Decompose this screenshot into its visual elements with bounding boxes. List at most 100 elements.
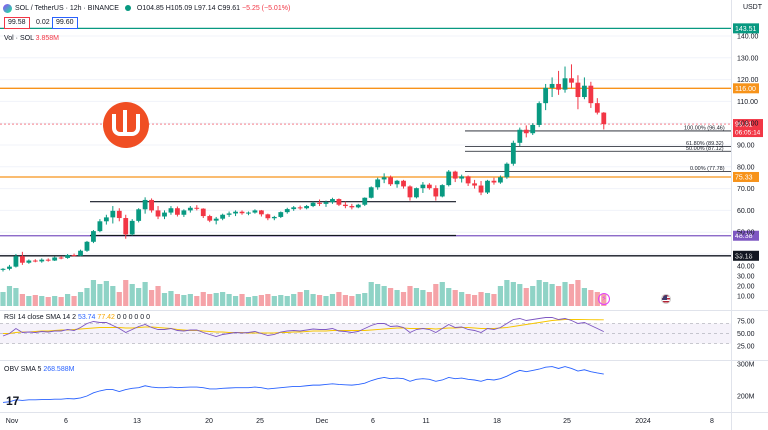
volume-bar: [420, 290, 426, 306]
volume-bar: [220, 292, 226, 306]
volume-bars: [0, 280, 607, 306]
currency-selector[interactable]: USDT: [742, 4, 762, 11]
volume-bar: [388, 288, 394, 306]
volume-bar: [148, 290, 155, 306]
volume-bar: [452, 290, 458, 306]
lightning-icon[interactable]: ⚡: [598, 293, 610, 305]
candle-body: [187, 207, 193, 211]
candle-body: [194, 207, 200, 209]
rsi-band: [0, 323, 731, 344]
volume-bar: [77, 292, 84, 306]
buy-button[interactable]: 99.60: [52, 17, 78, 29]
volume-bar: [291, 294, 297, 306]
volume-bar: [84, 288, 90, 306]
candle-body: [323, 202, 329, 204]
level-price-tag: [733, 23, 759, 34]
price-tick-label: 50.00: [737, 230, 755, 237]
volume-bar: [581, 288, 587, 306]
candle-body: [168, 208, 174, 213]
rsi-line: [2, 317, 604, 337]
rsi-legend[interactable]: RSI 14 close SMA 14 2 53.74 77.42 0 0 0 …: [4, 314, 150, 321]
candle-body: [239, 211, 245, 214]
volume-bar: [484, 293, 491, 306]
obv-pane: [0, 360, 768, 403]
volume-bar: [194, 296, 200, 306]
candle-body: [291, 207, 297, 210]
low-value: L97.14: [194, 4, 216, 12]
price-axis: 140.00 130.00 120.00 110.00 100.00 90.00 80.00…: [737, 34, 759, 401]
volume-bar: [517, 284, 523, 306]
obv-tick-label: 200M: [737, 394, 755, 401]
volume-bar: [588, 290, 594, 306]
volume-bar: [161, 293, 168, 306]
sell-button[interactable]: 99.58: [4, 17, 30, 29]
time-tick-label: Nov: [6, 418, 19, 425]
rsi-sma-value: 77.42: [97, 314, 115, 321]
volume-tick-label: 40.00: [737, 264, 755, 271]
volume-bar: [155, 286, 161, 306]
volume-bar: [58, 297, 64, 306]
candle-body: [543, 87, 549, 104]
obv-legend[interactable]: OBV SMA 5 268.588M: [4, 366, 74, 373]
candle-body: [19, 256, 25, 263]
candle-body: [78, 250, 83, 256]
volume-bar: [271, 296, 277, 306]
volume-bar: [323, 296, 329, 306]
candle-body: [39, 259, 45, 262]
volume-bar: [110, 286, 116, 306]
volume-label: Vol · SOL: [4, 35, 34, 42]
volume-legend[interactable]: Vol · SOL 3.858M: [4, 35, 59, 42]
candle-body: [582, 85, 587, 98]
rsi-tick-label: 75.00: [737, 319, 755, 326]
candle-body: [226, 213, 232, 215]
candle-body: [129, 220, 135, 235]
candle-body: [0, 268, 6, 270]
volume-bar: [394, 290, 400, 306]
level-price-label: 75.33: [735, 174, 753, 181]
price-tick-label: 110.00: [737, 99, 758, 106]
candle-body: [155, 210, 161, 217]
candle-body: [317, 202, 322, 204]
time-tick-label: 25: [256, 418, 264, 425]
level-price-label: 143.51: [735, 26, 757, 33]
volume-bar: [336, 292, 342, 306]
candle-body: [601, 112, 607, 125]
volume-bar: [562, 282, 568, 306]
volume-bar: [278, 295, 284, 306]
volume-bar: [342, 295, 348, 306]
volume-bar: [19, 294, 25, 306]
volume-bar: [349, 296, 355, 306]
candle-body: [252, 210, 258, 213]
fibonacci-retracement: 100.00% (96.46) 61.80% (89.32)50.00% (87.…: [465, 125, 731, 172]
volume-bar: [213, 293, 219, 306]
candle-body: [52, 257, 58, 261]
time-tick-label: 25: [563, 418, 571, 425]
volume-bar: [187, 294, 193, 306]
candle-body: [220, 214, 226, 219]
volume-bar: [504, 280, 510, 306]
candle-body: [58, 257, 64, 259]
candle-body: [342, 204, 348, 207]
candle-body: [491, 180, 497, 183]
volume-bar: [45, 297, 51, 306]
volume-bar: [65, 294, 71, 306]
volume-bar: [39, 296, 45, 306]
time-tick-label: 8: [710, 418, 714, 425]
volume-bar: [329, 294, 336, 306]
candle-body: [45, 259, 51, 261]
candle-body: [142, 199, 148, 210]
us-flag-icon[interactable]: [661, 294, 671, 304]
volume-bar: [168, 291, 174, 306]
open-value: O104.85: [136, 4, 164, 12]
candle-body: [433, 188, 439, 197]
volume-tick-label: 10.00: [737, 294, 755, 301]
tradingview-logo-icon[interactable]: 17: [6, 394, 20, 408]
volume-bar: [530, 286, 536, 306]
volume-bar: [426, 292, 432, 306]
candle-body: [91, 231, 96, 242]
current-price-label: 99.61: [735, 122, 753, 129]
volume-tick-label: 20.00: [737, 284, 755, 291]
candle-body: [426, 184, 432, 189]
symbol-title[interactable]: SOL / TetherUS · 12h · BINANCE: [15, 4, 119, 12]
